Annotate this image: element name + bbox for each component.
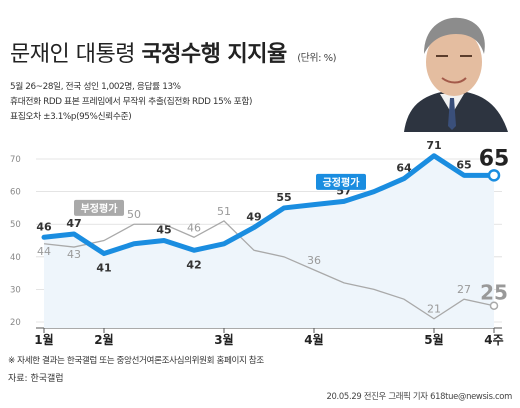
negative-data-label: 36 — [307, 254, 321, 267]
x-tick-label: 4주 — [484, 333, 503, 346]
negative-data-label: 21 — [427, 303, 441, 316]
positive-data-label: 41 — [96, 262, 111, 275]
positive-data-label: 47 — [66, 217, 81, 230]
positive-data-label: 65 — [456, 158, 471, 171]
y-tick-label: 60 — [10, 188, 21, 198]
x-tick-label: 5월 — [424, 332, 443, 346]
positive-data-label: 64 — [396, 162, 412, 175]
positive-area — [44, 155, 494, 328]
source-label: 자료: 한국갤럽 — [8, 374, 64, 384]
y-tick-label: 40 — [10, 253, 21, 263]
positive-legend-label: 긍정평가 — [323, 176, 361, 189]
positive-series-line — [41, 153, 497, 257]
positive-data-label: 71 — [426, 139, 441, 152]
chart-title: 문재인 대통령 국정수행 지지율 (단위: %) — [10, 36, 337, 68]
negative-series-line — [43, 220, 495, 320]
negative-data-label: 51 — [217, 205, 231, 218]
meta-line-2: 휴대전화 RDD 표본 프레임에서 무작위 추출(집전화 RDD 15% 포함) — [10, 97, 253, 107]
negative-data-label: 25 — [480, 281, 508, 305]
negative-data-label: 44 — [37, 245, 51, 258]
negative-legend-label: 부정평가 — [81, 202, 119, 215]
title-bold: 국정수행 지지율 — [141, 42, 287, 67]
meta-line-1: 5월 26~28일, 전국 성인 1,002명, 응답률 13% — [10, 82, 181, 92]
x-tick-label: 4월 — [304, 332, 323, 346]
unit-label: (단위: %) — [297, 53, 337, 64]
negative-legend-box — [74, 199, 124, 216]
x-tick-label: 2월 — [94, 332, 113, 346]
positive-data-label: 42 — [186, 258, 201, 271]
survey-meta: 5월 26~28일, 전국 성인 1,002명, 응답률 13% 휴대전화 RD… — [10, 80, 252, 125]
negative-end-point — [489, 301, 499, 310]
negative-data-label: 50 — [127, 208, 141, 221]
positive-data-label: 46 — [36, 220, 52, 233]
credit-label: 20.05.29 전진우 그래픽 기자 618tue@newsis.com — [326, 391, 512, 401]
negative-data-label: 43 — [67, 248, 81, 261]
title-light: 문재인 대통령 — [10, 42, 135, 67]
positive-data-label: 55 — [276, 191, 291, 204]
y-tick-label: 20 — [10, 318, 21, 328]
positive-end-point — [487, 169, 501, 182]
x-tick-label: 1월 — [34, 332, 53, 346]
positive-legend-box — [316, 173, 366, 190]
meta-line-3: 표집오차 ±3.1%p(95%신뢰수준) — [10, 112, 132, 122]
y-tick-label: 70 — [10, 155, 21, 165]
negative-data-label: 27 — [457, 283, 471, 296]
negative-data-label: 46 — [187, 221, 201, 234]
y-tick-label: 50 — [10, 220, 21, 230]
y-tick-label: 30 — [10, 285, 21, 295]
president-portrait — [394, 6, 516, 132]
positive-data-label: 49 — [246, 210, 261, 223]
approval-line-chart: 20 30 40 50 60 70 1월 2월 3월 4월 5월 4주 44 43 50 46 51 36 21 27… — [10, 139, 510, 346]
positive-data-label: 45 — [156, 224, 171, 237]
footnote: ※ 자세한 결과는 한국갤럽 또는 중앙선거여론조사심의위원회 홈페이지 참조 — [8, 356, 264, 366]
x-tick-label: 3월 — [214, 332, 233, 346]
positive-data-label: 65 — [479, 146, 510, 171]
